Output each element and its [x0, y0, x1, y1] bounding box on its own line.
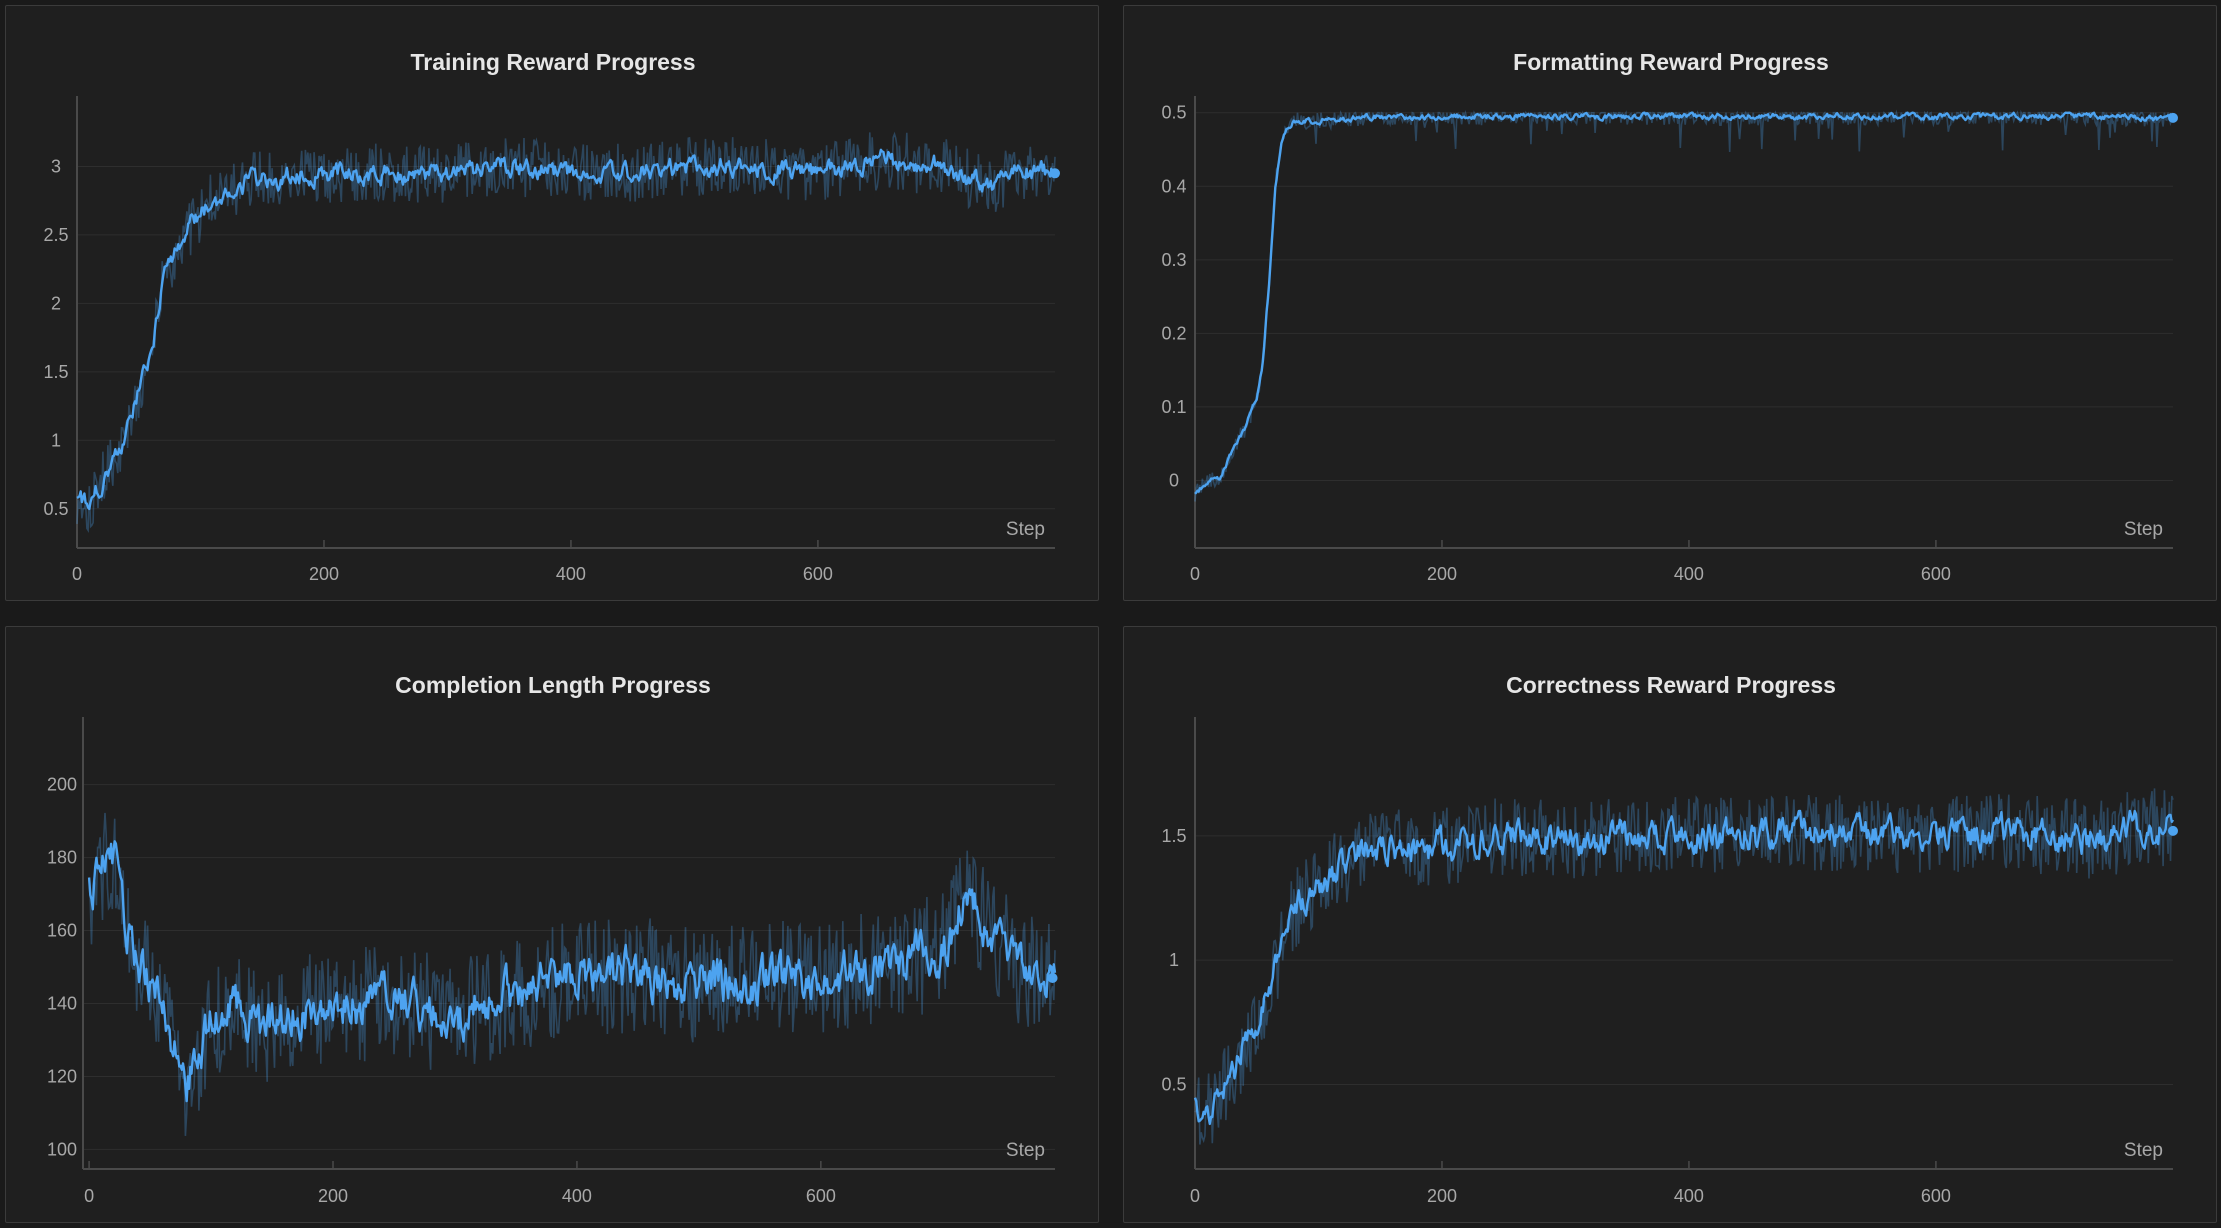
y-tick-label: 0.1 [1161, 397, 1186, 417]
y-tick-label: 160 [47, 921, 77, 941]
correctness-reward-smoothed-series-line [1193, 809, 2175, 1126]
x-axis-label: Step [1006, 519, 1045, 540]
correctness-reward-chart: Correctness Reward Progress 0.5 1 1.5 0 200 4… [1161, 672, 2178, 1206]
y-tick-label: 1 [51, 430, 61, 450]
x-tick-label: 400 [562, 1186, 592, 1206]
y-tick-label: 200 [47, 775, 77, 795]
x-axis-label: Step [1006, 1140, 1045, 1161]
formatting-reward-smoothed-series-line [1194, 111, 2175, 495]
completion-length-chart: Completion Length Progress 100 120 140 160 1… [47, 672, 1058, 1206]
y-tick-label: 0 [1169, 470, 1179, 490]
x-tick-label: 600 [803, 564, 833, 584]
y-tick-label: 2 [51, 293, 61, 313]
x-tick-label: 200 [1427, 1186, 1457, 1206]
y-tick-label: 180 [47, 848, 77, 868]
y-tick-label: 2.5 [43, 225, 68, 245]
y-tick-label: 140 [47, 994, 77, 1014]
y-tick-label: 100 [47, 1139, 77, 1159]
y-tick-label: 1.5 [1161, 826, 1186, 846]
chart-panel-training-reward: Training Reward Progress 0.5 1 1.5 2 2.5 3 0 20… [5, 5, 1099, 601]
chart-title: Completion Length Progress [395, 672, 711, 698]
y-tick-label: 0.3 [1161, 250, 1186, 270]
chart-title: Correctness Reward Progress [1506, 672, 1836, 698]
y-tick-label: 0.5 [43, 499, 68, 519]
x-tick-label: 400 [556, 564, 586, 584]
formatting-reward-last-point [2168, 112, 2178, 123]
completion-length-smoothed-series-line [87, 840, 1057, 1103]
x-tick-label: 600 [806, 1186, 836, 1206]
chart-panel-correctness-reward: Correctness Reward Progress 0.5 1 1.5 0 200 4… [1123, 626, 2217, 1223]
chart-panel-formatting-reward: Formatting Reward Progress 0 0.1 0.2 0.3 0.4… [1123, 5, 2217, 601]
x-tick-label: 200 [309, 564, 339, 584]
x-tick-label: 400 [1674, 564, 1704, 584]
y-tick-label: 120 [47, 1066, 77, 1086]
correctness-reward-last-point [2168, 825, 2178, 836]
x-tick-label: 0 [1190, 564, 1200, 584]
training-reward-raw-series-line [76, 131, 1056, 533]
x-tick-label: 200 [1427, 564, 1457, 584]
y-tick-label: 0.2 [1161, 323, 1186, 343]
x-axis-label: Step [2124, 519, 2163, 540]
x-tick-label: 400 [1674, 1186, 1704, 1206]
x-tick-label: 0 [84, 1186, 94, 1206]
x-axis-label: Step [2124, 1140, 2163, 1161]
formatting-reward-chart: Formatting Reward Progress 0 0.1 0.2 0.3 0.4… [1161, 49, 2178, 584]
training-reward-smoothed-series-line [76, 148, 1057, 511]
correctness-reward-raw-series-line [1194, 788, 2174, 1145]
y-tick-label: 1.5 [43, 362, 68, 382]
y-tick-label: 1 [1169, 950, 1179, 970]
x-tick-label: 200 [318, 1186, 348, 1206]
x-tick-label: 600 [1921, 564, 1951, 584]
completion-length-last-point [1047, 972, 1058, 983]
y-tick-label: 0.5 [1161, 1074, 1186, 1094]
x-tick-label: 0 [72, 564, 82, 584]
chart-title: Training Reward Progress [410, 49, 695, 75]
training-reward-chart: Training Reward Progress 0.5 1 1.5 2 2.5 3 0 20… [43, 49, 1060, 584]
formatting-reward-raw-series-line [1194, 109, 2174, 502]
x-tick-label: 600 [1921, 1186, 1951, 1206]
y-tick-label: 0.5 [1161, 103, 1186, 123]
chart-panel-completion-length: Completion Length Progress 100 120 140 160 1… [5, 626, 1099, 1223]
y-tick-label: 3 [51, 156, 61, 176]
x-tick-label: 0 [1190, 1186, 1200, 1206]
chart-title: Formatting Reward Progress [1513, 49, 1829, 75]
y-tick-label: 0.4 [1161, 176, 1186, 196]
training-reward-last-point [1050, 168, 1060, 179]
